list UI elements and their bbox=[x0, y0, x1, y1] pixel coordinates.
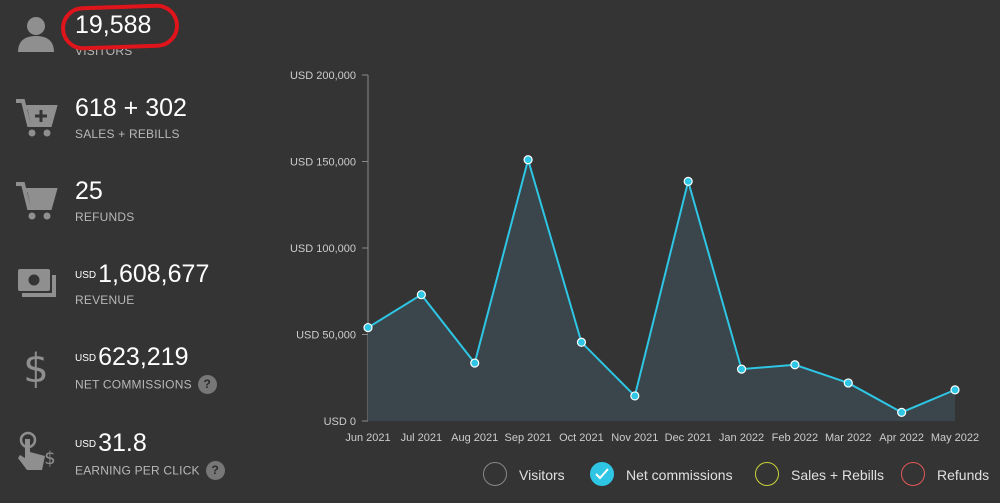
x-tick-label: Feb 2022 bbox=[772, 432, 818, 444]
help-icon[interactable]: ? bbox=[205, 461, 225, 480]
x-tick-label: May 2022 bbox=[931, 432, 979, 444]
stat-label: EARNING PER CLICK? bbox=[75, 461, 225, 481]
x-tick-label: Jun 2021 bbox=[345, 432, 390, 444]
commissions-chart: USD 0 USD 50,000 USD 100,000 USD 150,000 USD… bbox=[290, 70, 979, 444]
legend-label: Net commissions bbox=[626, 467, 733, 483]
check-icon bbox=[595, 468, 609, 480]
currency-label: USD bbox=[75, 439, 97, 450]
data-point bbox=[470, 358, 480, 368]
data-point bbox=[363, 322, 373, 333]
legend-toggle-circle[interactable] bbox=[590, 462, 614, 486]
y-tick-label: USD 200,000 bbox=[290, 70, 356, 82]
y-tick-label: USD 0 bbox=[324, 416, 356, 428]
dollar-icon: $ bbox=[14, 344, 58, 388]
data-point bbox=[576, 337, 587, 347]
stat-value: 618 + 302 bbox=[75, 94, 187, 122]
legend-toggle-circle[interactable] bbox=[901, 462, 925, 486]
legend-label: Visitors bbox=[519, 467, 565, 483]
stat-value: USD31.8 bbox=[75, 429, 147, 457]
series-line bbox=[367, 156, 956, 414]
data-point bbox=[523, 155, 533, 165]
stat-label: REVENUE bbox=[75, 293, 135, 307]
stat-refunds: 25 REFUNDS bbox=[0, 166, 260, 236]
svg-text:$: $ bbox=[44, 448, 55, 469]
x-tick-label: Nov 2021 bbox=[611, 432, 658, 444]
currency-label: USD bbox=[75, 270, 97, 281]
data-point bbox=[630, 391, 640, 401]
legend-toggle-circle[interactable] bbox=[483, 462, 507, 486]
cart-icon bbox=[14, 178, 58, 222]
help-icon[interactable]: ? bbox=[197, 375, 217, 394]
svg-text:$: $ bbox=[23, 346, 48, 388]
x-tick-label: Apr 2022 bbox=[879, 432, 924, 444]
stat-revenue: USD1,608,677 REVENUE bbox=[0, 249, 260, 319]
data-point bbox=[843, 378, 853, 388]
data-point bbox=[416, 290, 426, 300]
data-point bbox=[736, 364, 747, 374]
stat-value: 19,588 bbox=[75, 11, 152, 39]
stat-label: NET COMMISSIONS? bbox=[75, 375, 217, 395]
currency-label: USD bbox=[75, 353, 97, 364]
cart-add-icon bbox=[14, 95, 58, 139]
stat-label: REFUNDS bbox=[75, 210, 135, 224]
chart-legend: Visitors Net commissions Sales + Rebills… bbox=[0, 459, 1000, 493]
x-tick-label: Dec 2021 bbox=[665, 432, 712, 444]
stats-panel: 19,588 VISITORS 618 + 302 SALES + REBILL… bbox=[0, 0, 260, 503]
legend-label: Sales + Rebills bbox=[791, 467, 884, 483]
stat-value: 25 bbox=[75, 177, 103, 205]
stat-value: USD623,219 bbox=[75, 343, 189, 371]
data-point bbox=[950, 385, 960, 395]
stat-sales-rebills: 618 + 302 SALES + REBILLS bbox=[0, 83, 260, 153]
user-icon bbox=[14, 12, 58, 56]
y-tick-label: USD 100,000 bbox=[290, 243, 356, 255]
x-tick-label: Jan 2022 bbox=[719, 432, 764, 444]
x-tick-label: Mar 2022 bbox=[825, 432, 871, 444]
tap-dollar-icon: $ bbox=[14, 430, 58, 474]
x-tick-label: Oct 2021 bbox=[559, 432, 604, 444]
data-point bbox=[790, 360, 800, 370]
y-tick-label: USD 50,000 bbox=[296, 330, 356, 342]
stat-value: USD1,608,677 bbox=[75, 260, 210, 288]
legend-label: Refunds bbox=[937, 467, 990, 483]
money-icon bbox=[14, 261, 58, 305]
stat-label: SALES + REBILLS bbox=[75, 127, 180, 141]
y-tick-label: USD 150,000 bbox=[290, 157, 356, 169]
stat-visitors: 19,588 VISITORS bbox=[0, 0, 260, 70]
stat-net-commissions: $ USD623,219 NET COMMISSIONS? bbox=[0, 332, 260, 402]
data-point bbox=[897, 407, 907, 417]
x-tick-label: Sep 2021 bbox=[505, 432, 552, 444]
highlight-annotation-circle bbox=[60, 2, 180, 52]
stat-label: VISITORS bbox=[75, 44, 133, 58]
x-tick-label: Jul 2021 bbox=[401, 432, 443, 444]
stat-earning-per-click: $ USD31.8 EARNING PER CLICK? bbox=[0, 418, 260, 488]
legend-toggle-circle[interactable] bbox=[755, 462, 779, 486]
data-point bbox=[683, 176, 693, 186]
x-tick-label: Aug 2021 bbox=[451, 432, 498, 444]
